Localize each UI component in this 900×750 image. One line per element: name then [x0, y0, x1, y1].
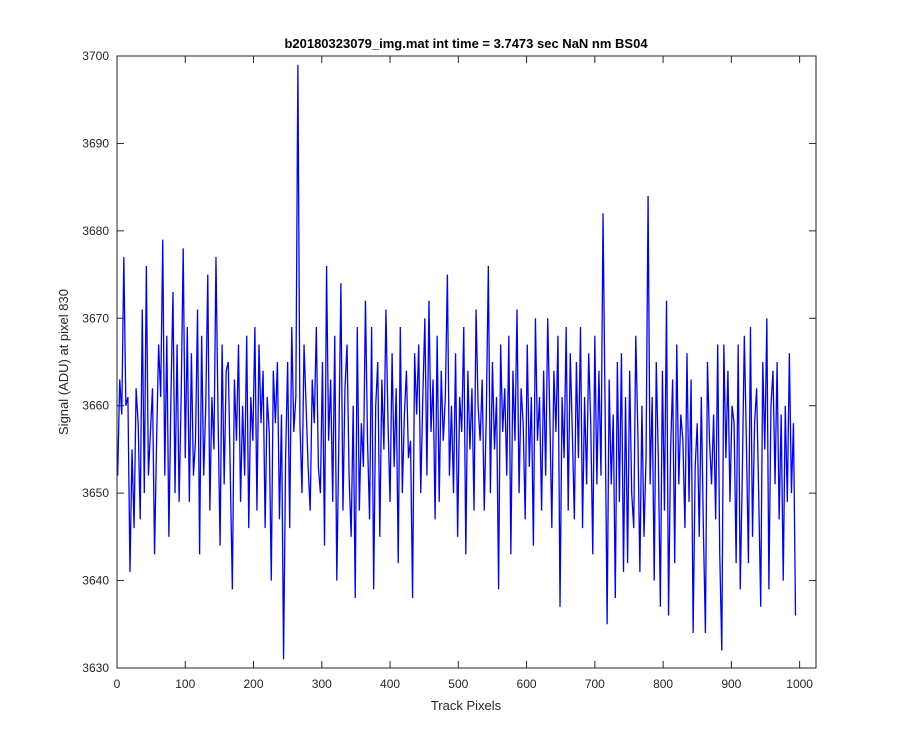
- chart-title: b20180323079_img.mat int time = 3.7473 s…: [284, 36, 648, 51]
- series-line: [117, 64, 797, 660]
- y-tick-label: 3640: [82, 574, 109, 588]
- axes-box: [116, 55, 817, 669]
- x-tick-label: 200: [244, 677, 264, 691]
- plot-area: [117, 56, 816, 668]
- x-tick-label: 700: [585, 677, 605, 691]
- y-tick-label: 3680: [82, 224, 109, 238]
- y-axis-label: Signal (ADU) at pixel 830: [56, 289, 71, 435]
- y-tick-label: 3670: [82, 311, 109, 325]
- x-tick-label: 800: [653, 677, 673, 691]
- x-tick-label: 0: [114, 677, 121, 691]
- y-tick-label: 3690: [82, 136, 109, 150]
- x-tick-label: 500: [448, 677, 468, 691]
- y-tick-label: 3650: [82, 486, 109, 500]
- x-tick-label: 600: [517, 677, 537, 691]
- x-tick-label: 400: [380, 677, 400, 691]
- axis-ticks: [116, 55, 816, 669]
- x-tick-label: 300: [312, 677, 332, 691]
- y-tick-label: 3630: [82, 661, 109, 675]
- y-tick-label: 3660: [82, 399, 109, 413]
- x-tick-label: 100: [175, 677, 195, 691]
- tick-labels: 0 100 200 300 400 500 600 700 800 900 1000 3630 3640…: [82, 49, 813, 691]
- x-tick-label: 1000: [786, 677, 813, 691]
- y-tick-label: 3700: [82, 49, 109, 63]
- x-axis-label: Track Pixels: [431, 698, 502, 713]
- x-tick-label: 900: [721, 677, 741, 691]
